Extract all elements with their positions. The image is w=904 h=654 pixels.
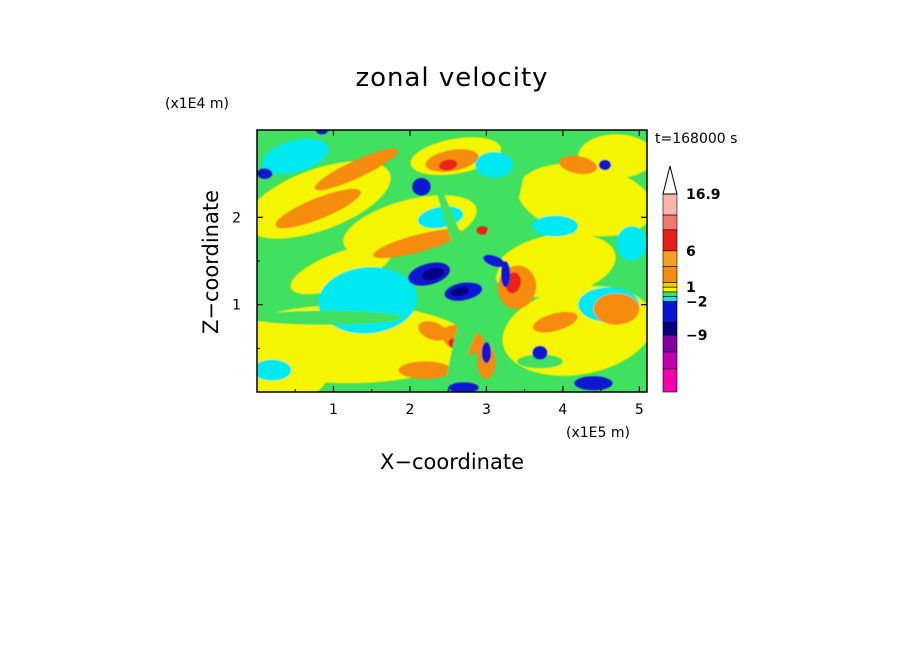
colorbar-band bbox=[662, 214, 678, 231]
colorbar-band bbox=[662, 291, 678, 297]
contour-region bbox=[315, 130, 329, 135]
contour-region bbox=[559, 155, 598, 175]
contour-region bbox=[421, 268, 445, 280]
contour-region bbox=[500, 261, 511, 288]
colorbar-band bbox=[662, 368, 678, 393]
x-tick-label: 1 bbox=[329, 402, 338, 418]
colorbar-label: 6 bbox=[686, 244, 696, 260]
colorbar-band bbox=[662, 229, 678, 252]
contour-region bbox=[418, 321, 448, 341]
contour-region bbox=[275, 188, 361, 229]
contour-region bbox=[483, 254, 505, 268]
y-axis-label: Z−coordinate bbox=[199, 190, 223, 334]
x-tick-label: 4 bbox=[558, 402, 567, 418]
y-axis-ticks: 12 bbox=[232, 173, 647, 349]
x-tick-label: 2 bbox=[405, 402, 414, 418]
x-tick-label: 3 bbox=[482, 402, 491, 418]
contour-region bbox=[257, 310, 403, 325]
contour-region bbox=[439, 159, 458, 171]
contour-region bbox=[481, 342, 492, 364]
colorbar-band bbox=[662, 351, 678, 370]
contour-region bbox=[598, 159, 612, 171]
contour-region bbox=[261, 138, 329, 174]
contour-field bbox=[257, 130, 647, 392]
x-axis-ticks: 1 2 3 4 5 bbox=[294, 130, 644, 418]
contour-region bbox=[476, 226, 489, 235]
colorbar-band bbox=[662, 301, 678, 323]
contour-region bbox=[257, 359, 292, 381]
colorbar-band bbox=[662, 286, 678, 293]
contour-region bbox=[448, 382, 479, 392]
contour-region bbox=[412, 178, 431, 196]
colorbar-band bbox=[662, 322, 678, 336]
colorbar-label: 1 bbox=[686, 280, 696, 296]
x-scale-label: (x1E5 m) bbox=[566, 425, 630, 441]
contour-region bbox=[574, 376, 613, 391]
contour-region bbox=[474, 151, 514, 179]
x-tick-label: 5 bbox=[635, 402, 644, 418]
colorbar-extend-arrow bbox=[662, 165, 678, 195]
contour-region bbox=[616, 226, 647, 261]
contour-region bbox=[257, 168, 273, 179]
contour-region bbox=[434, 179, 508, 377]
contour-region bbox=[532, 215, 579, 237]
contour-region bbox=[593, 293, 640, 325]
contour-region bbox=[314, 148, 399, 191]
contour-region bbox=[447, 153, 526, 387]
contour-region bbox=[398, 361, 452, 379]
colorbar-band bbox=[662, 266, 678, 283]
colorbar-band bbox=[662, 282, 678, 288]
time-label: t=168000 s bbox=[655, 131, 737, 147]
colorbar-label: −9 bbox=[686, 328, 707, 344]
colorbar-label: −2 bbox=[686, 294, 707, 310]
contour-region bbox=[290, 245, 392, 295]
contour-region bbox=[532, 311, 578, 333]
y-scale-label: (x1E4 m) bbox=[165, 96, 229, 112]
y-tick-label: 2 bbox=[232, 210, 241, 226]
contour-region bbox=[450, 286, 469, 297]
colorbar: 16.9 6 1−2 −9 bbox=[662, 165, 721, 393]
contour-region bbox=[517, 354, 563, 369]
colorbar-band bbox=[662, 193, 678, 216]
contour-region bbox=[532, 345, 548, 360]
chart-title: zonal velocity bbox=[355, 63, 548, 93]
colorbar-band bbox=[662, 250, 678, 267]
colorbar-label: 16.9 bbox=[686, 187, 721, 203]
contour-region bbox=[373, 228, 462, 259]
contour-plot-area bbox=[257, 130, 647, 392]
colorbar-band bbox=[662, 334, 678, 353]
y-tick-label: 1 bbox=[232, 298, 241, 314]
colorbar-band bbox=[662, 296, 678, 302]
x-axis-label: X−coordinate bbox=[380, 450, 524, 474]
